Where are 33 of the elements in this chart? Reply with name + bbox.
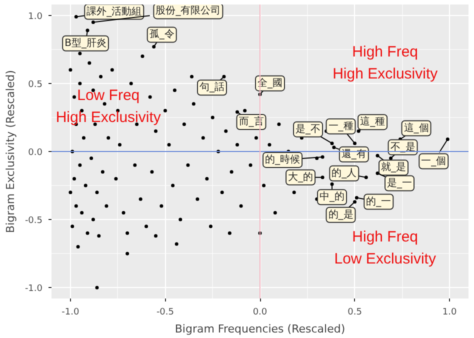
annotation: 句_話 — [199, 81, 224, 94]
x-tick-label: -1.0 — [62, 308, 80, 318]
annotation: B型_肝炎 — [64, 36, 106, 49]
annotation: Low Freq High Exclusivity — [56, 87, 162, 126]
y-tick-label: -0.5 — [24, 216, 42, 226]
annotation: High Freq Low Exclusivity — [334, 228, 436, 268]
annotation: 一_個 — [421, 156, 446, 167]
x-tick-label: 0.0 — [252, 308, 268, 318]
annotation: 的_一 — [366, 196, 392, 208]
x-tick-label: -0.5 — [156, 308, 174, 318]
annotation: 就_是 — [381, 161, 406, 174]
annotation: 課外_活動組 — [86, 5, 142, 18]
annotation: 這_個 — [404, 122, 429, 134]
y-tick-label: -1.0 — [24, 284, 43, 294]
annotation: 孤_令 — [149, 28, 174, 40]
x-tick-label: 0.5 — [348, 308, 362, 318]
annotation: 股份_有限公司 — [156, 4, 221, 17]
x-axis-title: Bigram Frequencies (Rescaled) — [174, 322, 346, 336]
annotation: 是_不 — [296, 124, 321, 135]
annotation: High Freq High Exclusivity — [332, 43, 438, 83]
x-tick-label: 1.0 — [442, 308, 457, 318]
annotation: 是_一 — [387, 178, 412, 189]
y-tick-label: 0.0 — [28, 148, 43, 158]
annotation: 大_的 — [288, 170, 314, 183]
y-tick-label: 0.5 — [28, 80, 43, 90]
y-tick-label: 1.0 — [28, 12, 43, 22]
annotation: 這_種 — [360, 116, 386, 128]
annotation: 一_種 — [328, 120, 354, 132]
y-axis-title: Bigram Exclusivity (Rescaled) — [4, 70, 17, 233]
annotation: 的_是 — [328, 209, 354, 220]
annotation: 的_人 — [332, 168, 357, 179]
annotation: 中_的 — [320, 190, 345, 203]
annotation: 的_時候 — [265, 153, 300, 166]
